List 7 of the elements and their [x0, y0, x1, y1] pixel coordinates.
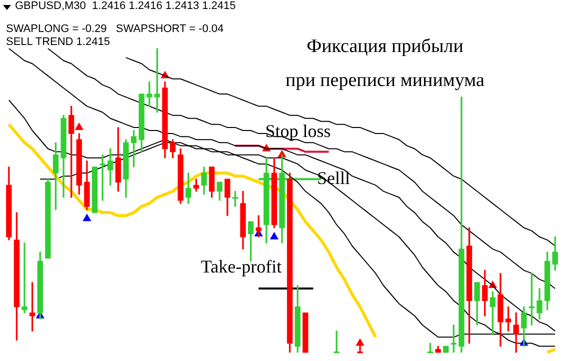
- text: SWAPLONG = -0.29 SWAPSHORT = -0.04: [6, 23, 224, 35]
- text: SELL TREND 1.2415: [6, 36, 110, 48]
- text: GBPUSD,M30 1.2416 1.2416 1.2413 1.2415: [15, 0, 236, 12]
- text: при переписи минимума: [284, 70, 486, 92]
- series-label: Stop loss: [265, 120, 331, 141]
- chart-title: Фиксация прибыли: [306, 36, 464, 58]
- series-label: Take-profit: [200, 256, 282, 277]
